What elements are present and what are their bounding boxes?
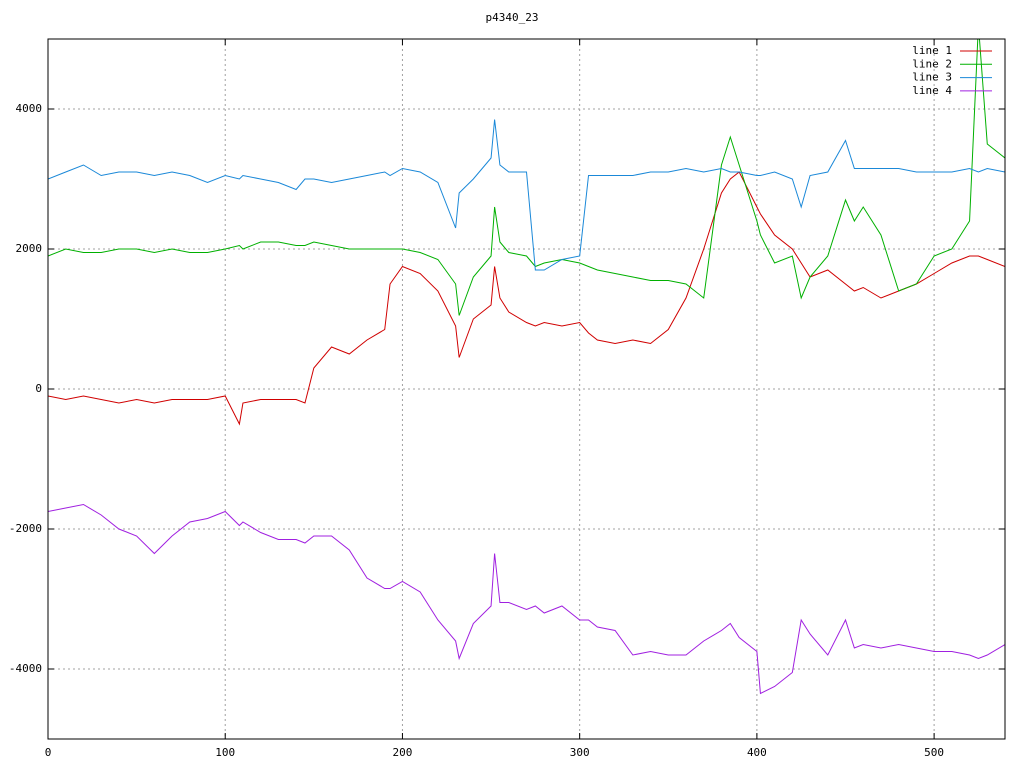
x-tick-label: 500: [924, 746, 944, 759]
y-tick-label: -2000: [9, 522, 42, 535]
x-tick-label: 100: [215, 746, 235, 759]
plot-frame: [47, 38, 1006, 740]
x-tick-label: 200: [393, 746, 413, 759]
data-line: [48, 39, 1005, 316]
y-tick-label: -4000: [9, 662, 42, 675]
legend-label: line 1: [912, 44, 952, 57]
data-line: [48, 119, 1005, 271]
data-line: [48, 503, 1005, 695]
legend-label: line 4: [912, 84, 952, 97]
y-tick-label: 4000: [16, 102, 43, 115]
x-tick-label: 0: [45, 746, 52, 759]
chart-title: p4340_23: [486, 11, 539, 24]
x-tick-label: 400: [747, 746, 767, 759]
legend-label: line 3: [912, 71, 952, 84]
data-line: [48, 171, 1005, 426]
x-tick-label: 300: [570, 746, 590, 759]
y-tick-label: 0: [35, 382, 42, 395]
legend-label: line 2: [912, 57, 952, 70]
y-tick-label: 2000: [16, 242, 43, 255]
